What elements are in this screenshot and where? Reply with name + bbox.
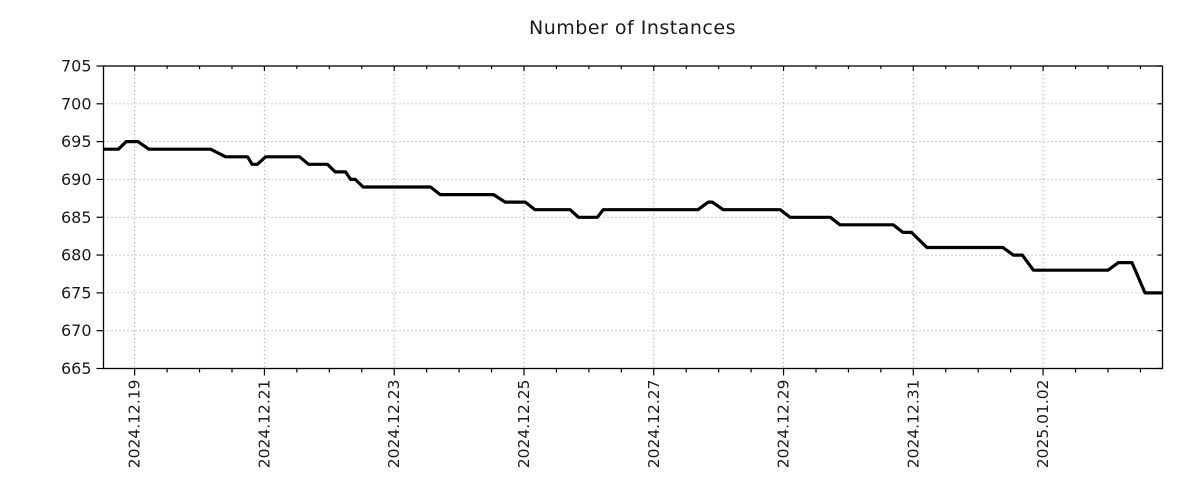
chart-title: Number of Instances bbox=[529, 17, 736, 39]
y-tick-label: 690 bbox=[61, 170, 92, 189]
y-tick-label: 685 bbox=[61, 208, 92, 227]
y-tick-label: 670 bbox=[61, 321, 92, 340]
plot-border bbox=[102, 65, 1164, 370]
y-tick-label: 680 bbox=[61, 246, 92, 265]
y-tick-label: 695 bbox=[61, 132, 92, 151]
x-tick-label: 2024.12.21 bbox=[255, 380, 273, 469]
x-tick-label: 2025.01.02 bbox=[1034, 380, 1052, 469]
y-tick-label: 700 bbox=[61, 94, 92, 113]
x-tick-label: 2024.12.23 bbox=[385, 380, 403, 469]
y-tick-label: 675 bbox=[61, 283, 92, 302]
y-tick-label: 705 bbox=[61, 57, 92, 76]
series-line-instances bbox=[103, 140, 1163, 295]
x-tick-label: 2024.12.19 bbox=[126, 380, 144, 469]
x-tick-label: 2024.12.31 bbox=[904, 380, 922, 469]
x-tick-label: 2024.12.27 bbox=[645, 380, 663, 469]
x-tick-label: 2024.12.29 bbox=[775, 380, 793, 469]
y-tick-label: 665 bbox=[61, 359, 92, 378]
x-tick-label: 2024.12.25 bbox=[515, 380, 533, 469]
